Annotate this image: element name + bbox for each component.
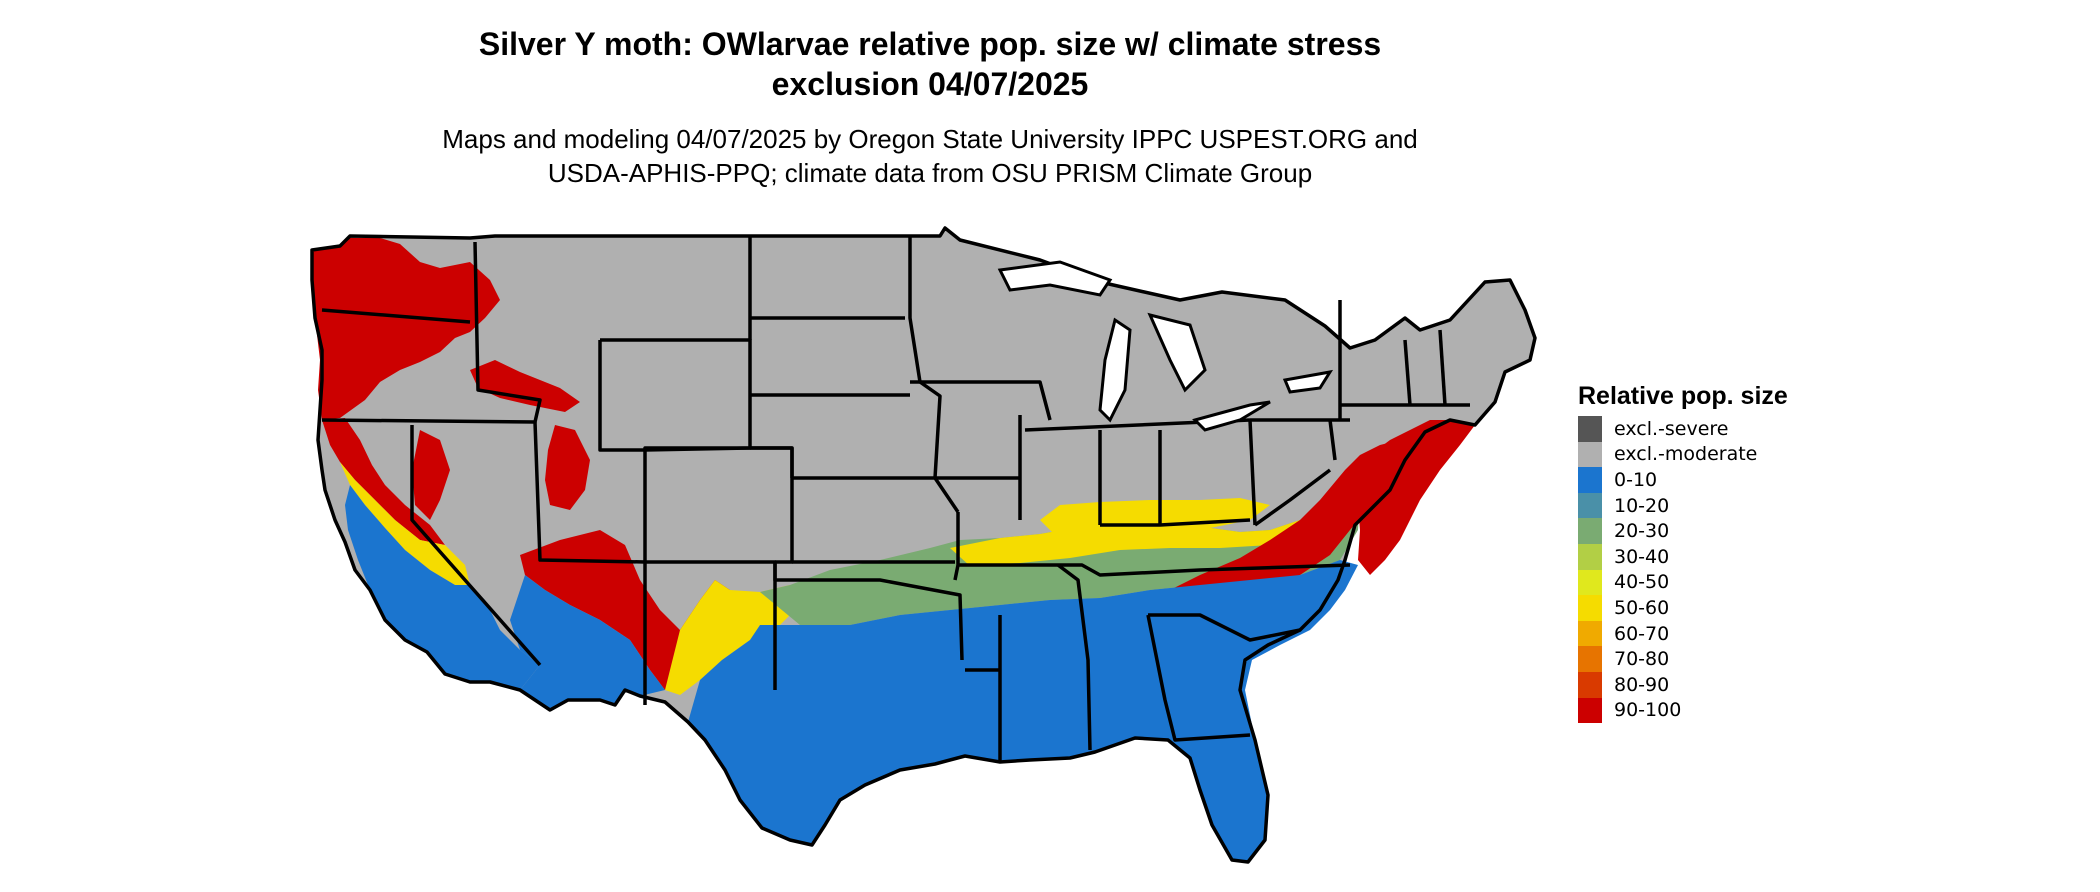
southeast-blue-zone: [688, 560, 1358, 862]
ut-red-zone: [545, 425, 590, 510]
legend-item: 10-20: [1578, 492, 1788, 519]
legend-swatch: [1578, 416, 1602, 442]
legend-swatch: [1578, 543, 1602, 570]
legend-label: 30-40: [1614, 545, 1670, 568]
lake-ontario: [1282, 369, 1334, 394]
legend-swatch: [1578, 646, 1602, 672]
legend-label: 40-50: [1614, 571, 1670, 594]
legend-label: 60-70: [1614, 622, 1670, 645]
lake-superior: [997, 260, 1113, 297]
legend-item: 90-100: [1578, 697, 1788, 724]
ca-yellow-zone: [340, 462, 470, 585]
ca-blue-zone: [345, 485, 540, 690]
lake-erie: [1192, 400, 1271, 432]
lake-michigan: [1098, 317, 1132, 423]
legend-swatch: [1578, 671, 1602, 698]
legend-label: 20-30: [1614, 520, 1670, 543]
legend-label: excl.-moderate: [1614, 443, 1758, 466]
legend-item: 30-40: [1578, 543, 1788, 570]
legend-item: 60-70: [1578, 620, 1788, 647]
nm-yellow-zone: [665, 580, 800, 695]
map-subtitle: Maps and modeling 04/07/2025 by Oregon S…: [0, 122, 1860, 190]
ky-yellow-band: [1040, 498, 1270, 540]
legend-swatch: [1578, 492, 1602, 519]
legend-title: Relative pop. size: [1578, 382, 1788, 410]
legend-swatch: [1578, 518, 1602, 544]
lake-huron: [1147, 312, 1207, 393]
legend-item: excl.-severe: [1578, 416, 1788, 442]
legend-label: 80-90: [1614, 673, 1670, 696]
legend-swatch: [1578, 569, 1602, 596]
state-borders: [310, 226, 1537, 864]
south-yellow-band: [950, 508, 1320, 566]
legend-swatch: [1578, 697, 1602, 724]
subtitle-line-2: USDA-APHIS-PPQ; climate data from OSU PR…: [547, 158, 1313, 188]
great-lakes: [997, 260, 1334, 432]
title-line-2: exclusion 04/07/2025: [771, 66, 1089, 102]
legend-items: excl.-severe excl.-moderate 0-10 10-20 20-30…: [1578, 416, 1788, 724]
legend-label: 10-20: [1614, 494, 1670, 517]
legend-label: excl.-severe: [1614, 417, 1729, 440]
legend-item: 50-60: [1578, 595, 1788, 621]
legend-item: 70-80: [1578, 646, 1788, 672]
legend-item: 20-30: [1578, 518, 1788, 544]
snake-river-red-zone: [470, 360, 580, 412]
legend-item: 0-10: [1578, 467, 1788, 493]
pnw-red-zone: [312, 238, 500, 420]
ca-red-zone: [322, 418, 445, 545]
map-title: Silver Y moth: OWlarvae relative pop. si…: [0, 24, 1860, 104]
subtitle-line-1: Maps and modeling 04/07/2025 by Oregon S…: [442, 124, 1418, 154]
legend-label: 70-80: [1614, 648, 1670, 671]
northeast-red-band: [1355, 420, 1475, 575]
az-blue-zone: [510, 575, 665, 710]
nv-red-zone: [412, 430, 450, 520]
legend-label: 50-60: [1614, 596, 1670, 619]
legend-item: excl.-moderate: [1578, 441, 1788, 468]
legend-label: 0-10: [1614, 468, 1658, 491]
legend-swatch: [1578, 467, 1602, 493]
legend-item: 80-90: [1578, 671, 1788, 698]
legend-item: 40-50: [1578, 569, 1788, 596]
legend-swatch: [1578, 620, 1602, 647]
title-line-1: Silver Y moth: OWlarvae relative pop. si…: [478, 26, 1382, 62]
legend: Relative pop. size excl.-severe excl.-mod…: [1578, 380, 1788, 724]
legend-swatch: [1578, 441, 1602, 468]
legend-swatch: [1578, 595, 1602, 621]
legend-label: 90-100: [1614, 699, 1682, 722]
